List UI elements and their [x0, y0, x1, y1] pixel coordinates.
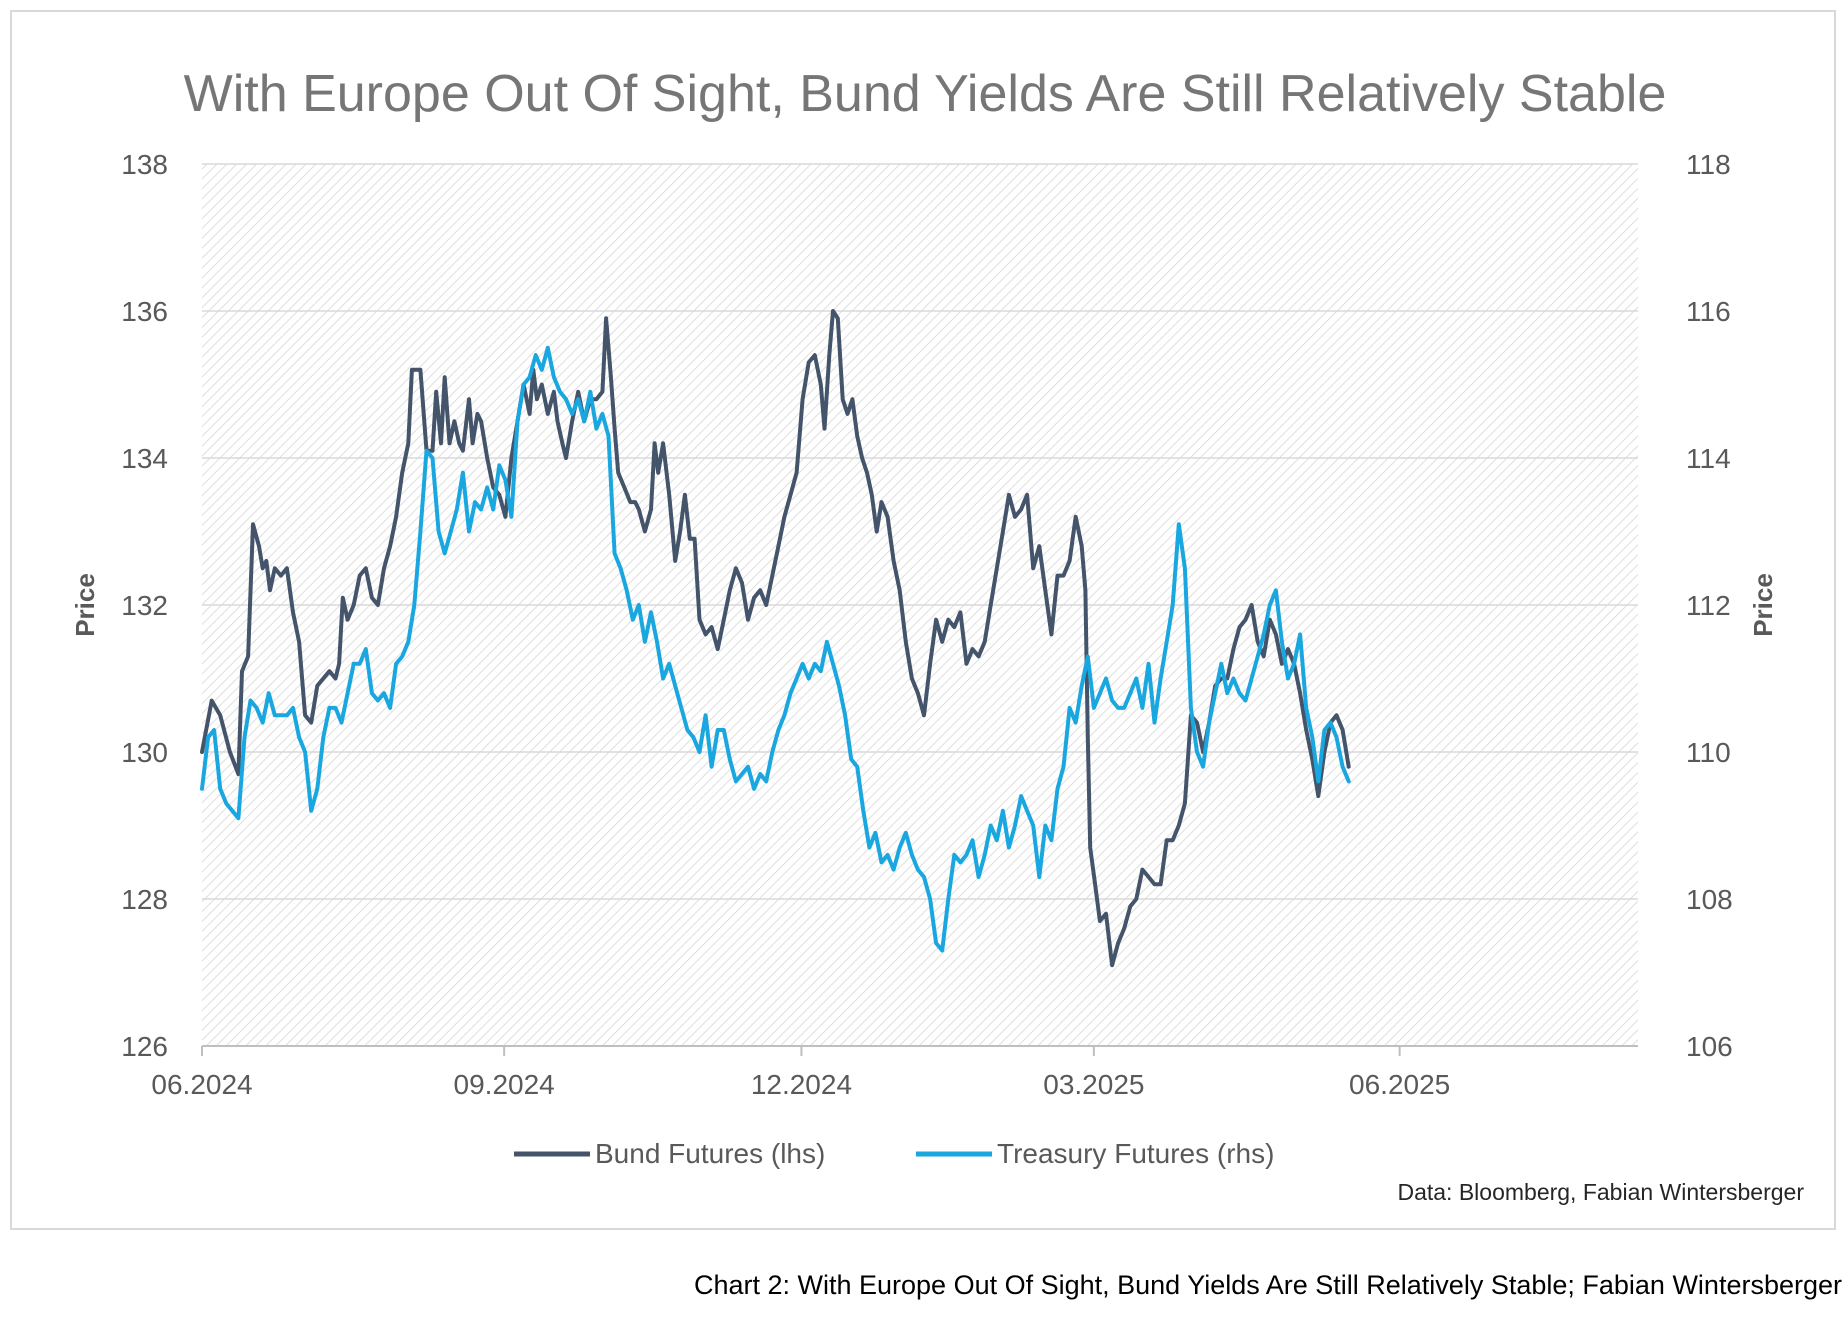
x-tick-label: 06.2024 — [151, 1069, 252, 1100]
legend-label-treasury: Treasury Futures (rhs) — [997, 1138, 1274, 1169]
figure-caption: Chart 2: With Europe Out Of Sight, Bund … — [693, 1270, 1842, 1300]
chart-title: With Europe Out Of Sight, Bund Yields Ar… — [184, 65, 1667, 123]
y-axis-label-left: Price — [70, 573, 100, 637]
y-tick-label-left: 138 — [121, 149, 168, 180]
legend-label-bund: Bund Futures (lhs) — [595, 1138, 825, 1169]
y-tick-label-right: 118 — [1686, 149, 1731, 180]
series-line-treasury-futures — [200, 345, 1351, 953]
series-lines — [200, 309, 1351, 968]
legend: Bund Futures (lhs) Treasury Futures (rhs… — [514, 1138, 1274, 1169]
y-tick-label-left: 136 — [121, 296, 168, 327]
x-tick-label: 06.2025 — [1349, 1069, 1450, 1100]
x-tick-label: 12.2024 — [751, 1069, 852, 1100]
y-tick-label-right: 110 — [1686, 737, 1731, 768]
x-tick-label: 09.2024 — [454, 1069, 555, 1100]
x-tick-label: 03.2025 — [1043, 1069, 1144, 1100]
y-tick-label-left: 126 — [121, 1031, 168, 1062]
axes: 126 128 130 132 134 136 138 106 108 110 112 114 116 1… — [121, 149, 1732, 1100]
chart-frame: With Europe Out Of Sight, Bund Yields Ar… — [10, 10, 1836, 1230]
y-tick-label-right: 112 — [1686, 590, 1731, 621]
y-tick-label-right: 114 — [1686, 443, 1731, 474]
y-tick-label-right: 108 — [1686, 884, 1733, 915]
y-tick-label-left: 132 — [121, 590, 168, 621]
y-axis-label-right: Price — [1748, 573, 1778, 637]
y-tick-label-right: 106 — [1686, 1031, 1733, 1062]
y-tick-label-right: 116 — [1686, 296, 1731, 327]
source-note: Data: Bloomberg, Fabian Wintersberger — [1397, 1179, 1804, 1205]
y-tick-label-left: 134 — [121, 443, 168, 474]
series-line-bund-futures — [200, 309, 1351, 968]
y-tick-label-left: 128 — [121, 884, 168, 915]
line-chart: With Europe Out Of Sight, Bund Yields Ar… — [70, 65, 1804, 1205]
y-tick-label-left: 130 — [121, 737, 168, 768]
